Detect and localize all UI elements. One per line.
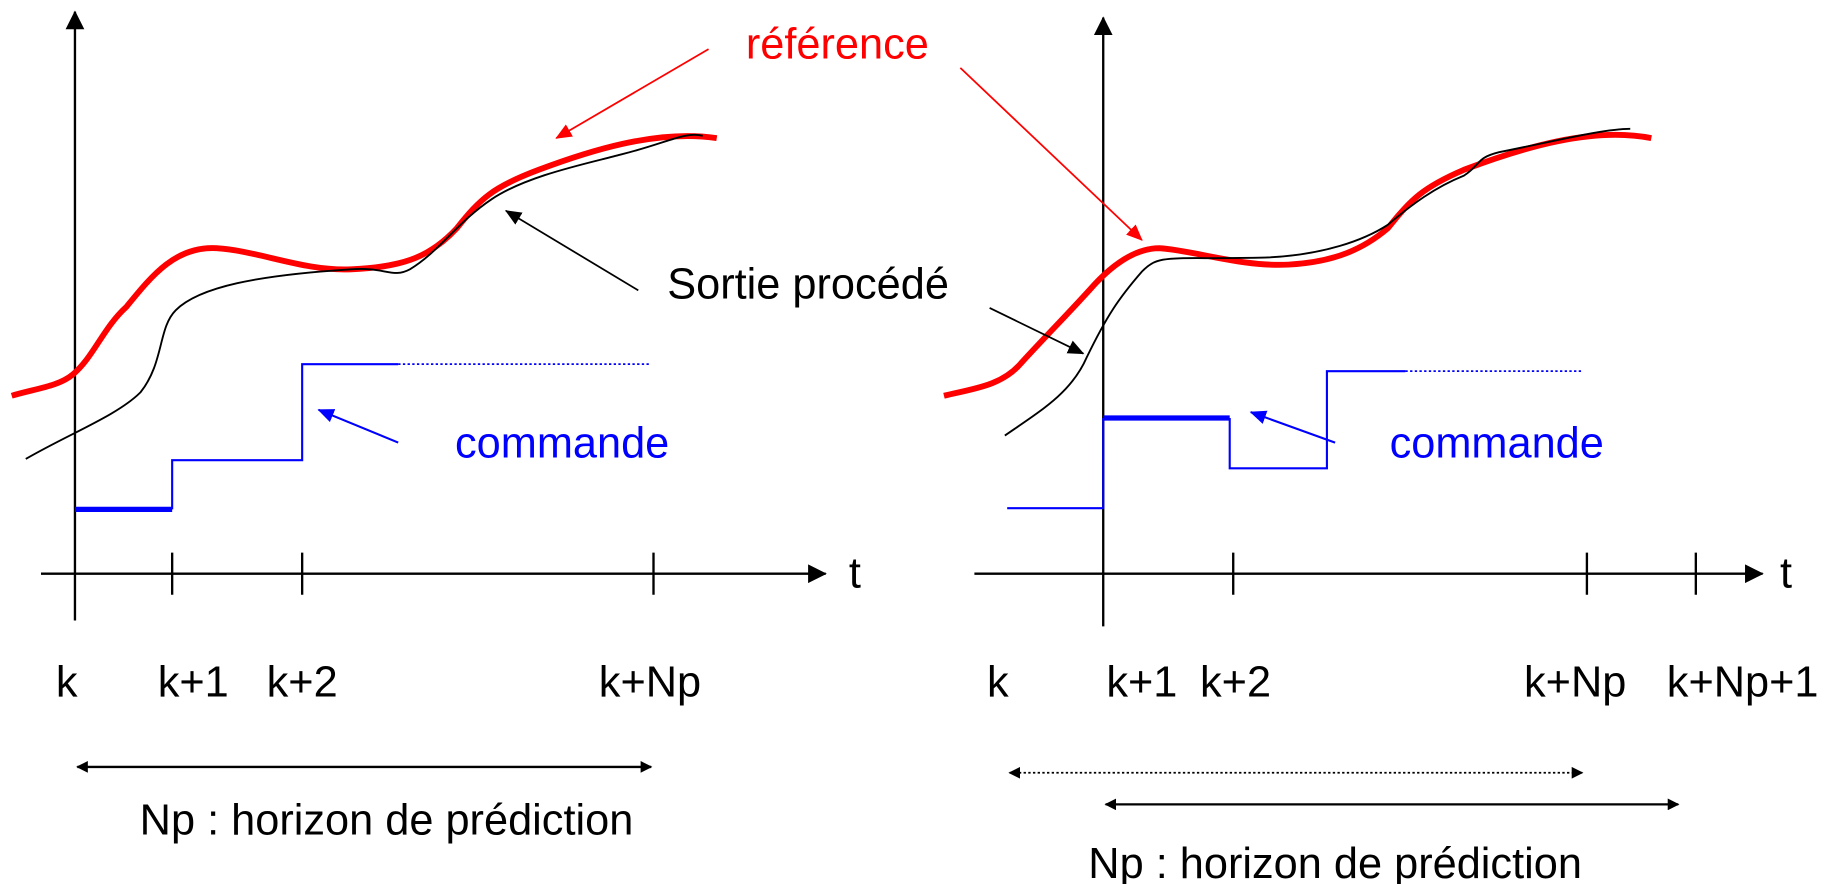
output-curve <box>1004 127 1631 437</box>
output-arrow <box>504 210 639 292</box>
reference-arrow <box>959 67 1143 241</box>
axis-label: t <box>849 550 861 598</box>
command-label: commande <box>1390 420 1604 468</box>
command-label: commande <box>455 420 669 468</box>
tick-label: k+1 <box>158 658 229 706</box>
tick-label: k+Np <box>1524 658 1626 706</box>
command-arrow <box>317 408 399 444</box>
tick-label: k <box>987 658 1009 706</box>
tick-label: k+2 <box>267 658 338 706</box>
reference-label: référence <box>746 20 929 68</box>
horizon-label: Np : horizon de prédiction <box>140 797 634 845</box>
command-steps <box>1228 370 1406 470</box>
output-curve <box>25 133 703 460</box>
ticks <box>170 552 655 595</box>
reference-arrow <box>555 48 709 139</box>
reference-curve <box>943 131 1652 399</box>
command-arrow <box>1249 410 1336 444</box>
axis-label: t <box>1780 550 1792 598</box>
command-past <box>1007 460 1105 510</box>
tick-label: k+2 <box>1200 658 1271 706</box>
output-label: Sortie procédé <box>667 260 949 308</box>
right-panel: commande t k k+1 k+2 k+Np k+Np+1 Np : ho… <box>943 16 1819 884</box>
tick-label: k <box>56 658 78 706</box>
tick-label: k+1 <box>1106 658 1177 706</box>
command-steps <box>171 363 399 510</box>
left-panel: commande t k k+1 k+2 k+Np Np : horizon d… <box>10 10 861 845</box>
ticks <box>1232 552 1698 595</box>
horizon-label: Np : horizon de prédiction <box>1088 840 1582 884</box>
tick-label: k+Np <box>599 658 701 706</box>
tick-label: k+Np+1 <box>1667 658 1819 706</box>
output-arrow <box>989 307 1085 355</box>
reference-curve <box>10 133 718 399</box>
